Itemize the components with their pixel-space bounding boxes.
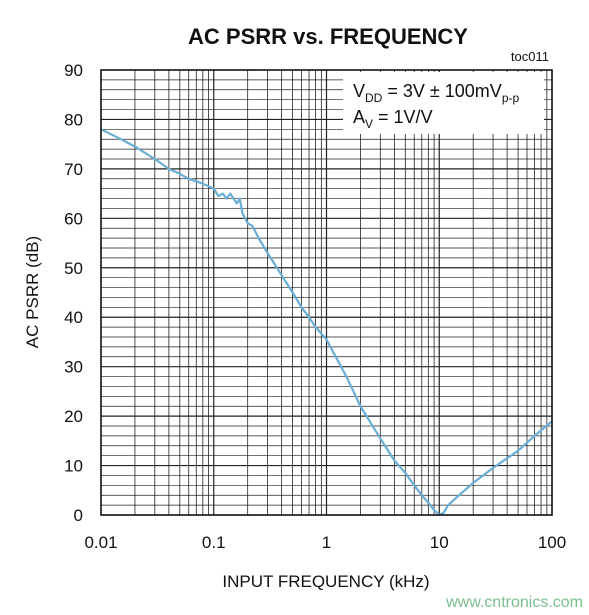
- y-tick-label: 0: [74, 506, 83, 525]
- y-tick-label: 90: [64, 61, 83, 80]
- watermark: www.cntronics.com: [445, 594, 583, 611]
- x-axis-label: INPUT FREQUENCY (kHz): [222, 572, 429, 591]
- y-axis-label: AC PSRR (dB): [23, 236, 42, 348]
- y-tick-label: 50: [64, 259, 83, 278]
- grid-lines: [101, 70, 552, 515]
- annotation-vdd: VDD = 3V ± 100mVp-p: [353, 81, 519, 105]
- annotation-av: AV = 1V/V: [353, 107, 433, 131]
- y-tick-label: 60: [64, 209, 83, 228]
- y-tick-label: 80: [64, 110, 83, 129]
- x-tick-label: 100: [538, 533, 566, 552]
- y-tick-label: 10: [64, 457, 83, 476]
- plot-frame: [100, 69, 553, 516]
- tick-labels: 0.01 0.1 1 10 100 0 10 20 30 40 50 60 70 80 90: [64, 61, 566, 552]
- y-tick-label: 30: [64, 358, 83, 377]
- y-tick-label: 40: [64, 308, 83, 327]
- x-tick-label: 0.01: [84, 533, 117, 552]
- figure-code: toc011: [511, 49, 549, 64]
- chart-title: AC PSRR vs. FREQUENCY: [188, 24, 468, 49]
- series-line-psrr: [100, 128, 553, 517]
- x-tick-label: 10: [430, 533, 449, 552]
- y-tick-label: 20: [64, 407, 83, 426]
- y-tick-label: 70: [64, 160, 83, 179]
- annotation-box: [343, 72, 544, 134]
- x-tick-label: 0.1: [202, 533, 226, 552]
- x-tick-label: 1: [322, 533, 331, 552]
